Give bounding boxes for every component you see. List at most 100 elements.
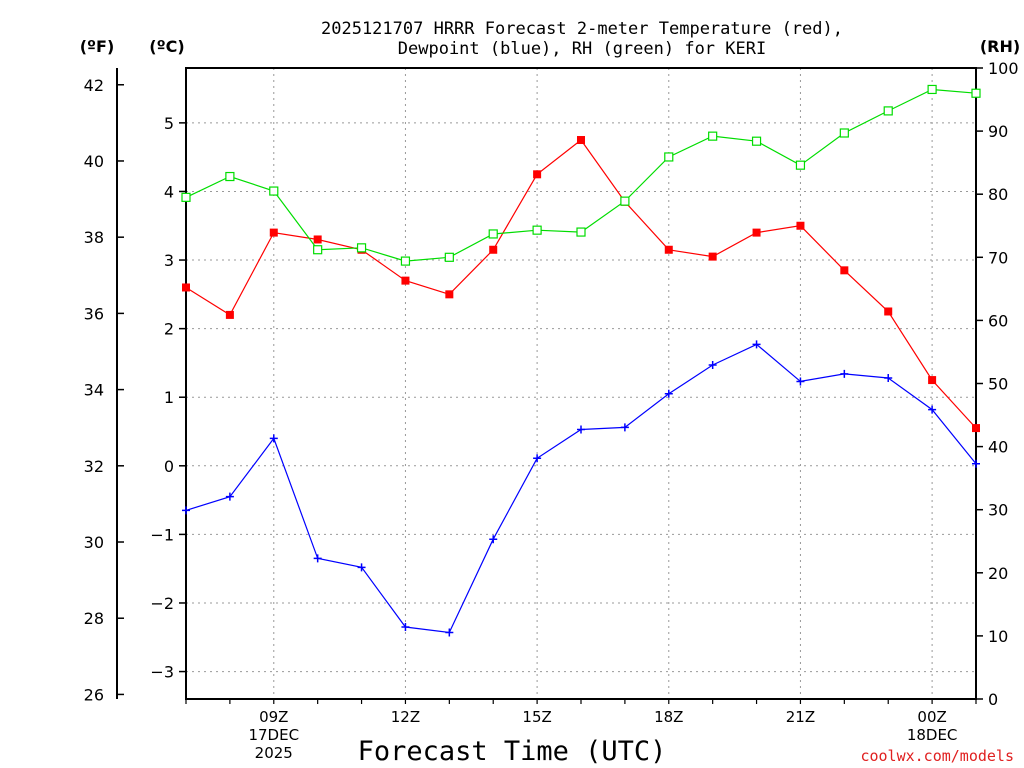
- dewpoint-point: [313, 554, 322, 563]
- dewpoint-point: [928, 405, 937, 414]
- rh-tick-label: 70: [988, 248, 1008, 267]
- temperature-point: [445, 290, 454, 299]
- rh-point: [225, 171, 235, 182]
- rh-point: [488, 229, 498, 239]
- temperature-line: [185, 139, 977, 429]
- dewpoint-point: [620, 423, 629, 432]
- rh-point: [444, 252, 454, 262]
- temperature-point: [664, 245, 673, 254]
- rh-point: [664, 152, 674, 162]
- celsius-tick-label: −3: [150, 663, 174, 682]
- fahrenheit-tick-label: 28: [84, 609, 104, 628]
- fahrenheit-tick-label: 34: [84, 381, 104, 400]
- celsius-tick-label: 5: [164, 114, 174, 133]
- rh-point: [181, 192, 191, 202]
- dewpoint-point: [357, 563, 366, 572]
- dewpoint-point: [752, 340, 761, 349]
- grid: [186, 68, 976, 699]
- rh-tick-label: 30: [988, 501, 1008, 520]
- temperature-point: [577, 136, 585, 145]
- fahrenheit-tick-label: 42: [84, 76, 104, 95]
- temperature-point: [752, 228, 761, 237]
- chart-subtitle: Dewpoint (blue), RH (green) for KERI: [398, 39, 766, 59]
- dewpoint-point: [489, 535, 498, 544]
- x-tick-label: 17DEC: [248, 726, 299, 744]
- rh-point: [795, 160, 806, 170]
- dewpoint-point: [401, 622, 410, 631]
- rh-tick-label: 60: [988, 311, 1008, 330]
- temperature-point: [840, 266, 849, 275]
- axis-ticks: −3−2−10123452628303234363840420102030405…: [84, 59, 1019, 762]
- dewpoint-point: [225, 492, 234, 501]
- fahrenheit-tick-label: 36: [84, 304, 104, 323]
- x-tick-label: 18Z: [654, 708, 683, 726]
- fahrenheit-tick-label: 26: [84, 685, 104, 704]
- rh-tick-label: 20: [988, 564, 1008, 583]
- rh-point: [927, 84, 937, 95]
- temperature-point: [489, 245, 498, 254]
- x-axis-label: Forecast Time (UTC): [358, 736, 667, 767]
- temperature-point: [796, 221, 805, 230]
- temperature-point: [972, 424, 980, 433]
- celsius-tick-label: 3: [164, 251, 174, 270]
- dewpoint-point: [445, 628, 454, 637]
- temperature-point: [225, 310, 234, 319]
- fahrenheit-tick-label: 38: [84, 228, 104, 247]
- rh-point: [356, 243, 367, 253]
- rh-point: [839, 128, 849, 138]
- celsius-tick-label: −2: [150, 594, 174, 613]
- credit-text: coolwx.com/models: [860, 747, 1014, 765]
- rh-point: [971, 88, 981, 98]
- rh-point: [708, 131, 718, 141]
- series-markers: [181, 84, 981, 637]
- rh-tick-label: 50: [988, 375, 1008, 394]
- rh-tick-label: 10: [988, 627, 1008, 646]
- dewpoint-point: [577, 425, 585, 434]
- dewpoint-point: [708, 360, 717, 369]
- dewpoint-point: [182, 506, 190, 515]
- dewpoint-point: [269, 434, 278, 443]
- temperature-point: [928, 376, 937, 385]
- temperature-point: [182, 283, 190, 292]
- dewpoint-point: [884, 374, 893, 383]
- x-tick-label: 18DEC: [907, 726, 958, 744]
- plot-frame: [185, 67, 977, 700]
- temperature-point: [884, 307, 893, 316]
- dewpoint-point: [533, 454, 542, 463]
- dewpoint-line: [185, 343, 977, 634]
- temperature-point: [708, 252, 717, 261]
- rh-tick-label: 90: [988, 122, 1008, 141]
- rh-point: [620, 196, 630, 206]
- rh-point: [400, 256, 411, 266]
- temperature-point: [269, 228, 278, 237]
- celsius-tick-label: 0: [164, 457, 174, 476]
- celsius-tick-label: −1: [150, 525, 174, 544]
- temperature-point: [401, 276, 410, 285]
- dewpoint-point: [840, 369, 849, 378]
- x-tick-label: 21Z: [786, 708, 815, 726]
- rh-point: [269, 186, 279, 196]
- rh-point: [532, 225, 542, 235]
- celsius-tick-label: 4: [164, 182, 174, 201]
- rh-tick-label: 40: [988, 438, 1008, 457]
- celsius-unit-label: (ºC): [149, 37, 184, 56]
- dewpoint-point: [972, 459, 980, 468]
- x-tick-label: 15Z: [522, 708, 551, 726]
- rh-point: [313, 245, 323, 255]
- chart-title: 2025121707 HRRR Forecast 2-meter Tempera…: [321, 19, 843, 39]
- rh-unit-label: (RH): [980, 37, 1020, 56]
- temperature-point: [313, 235, 322, 244]
- fahrenheit-tick-label: 40: [84, 152, 104, 171]
- fahrenheit-tick-label: 32: [84, 457, 104, 476]
- x-tick-label: 12Z: [391, 708, 420, 726]
- x-tick-label: 2025: [255, 744, 293, 762]
- rh-tick-label: 0: [988, 690, 998, 709]
- fahrenheit-tick-label: 30: [84, 533, 104, 552]
- rh-point: [576, 227, 586, 237]
- rh-point: [883, 106, 893, 116]
- rh-tick-label: 80: [988, 185, 1008, 204]
- temperature-point: [533, 170, 542, 179]
- x-tick-label: 00Z: [917, 708, 946, 726]
- fahrenheit-unit-label: (ºF): [80, 37, 115, 56]
